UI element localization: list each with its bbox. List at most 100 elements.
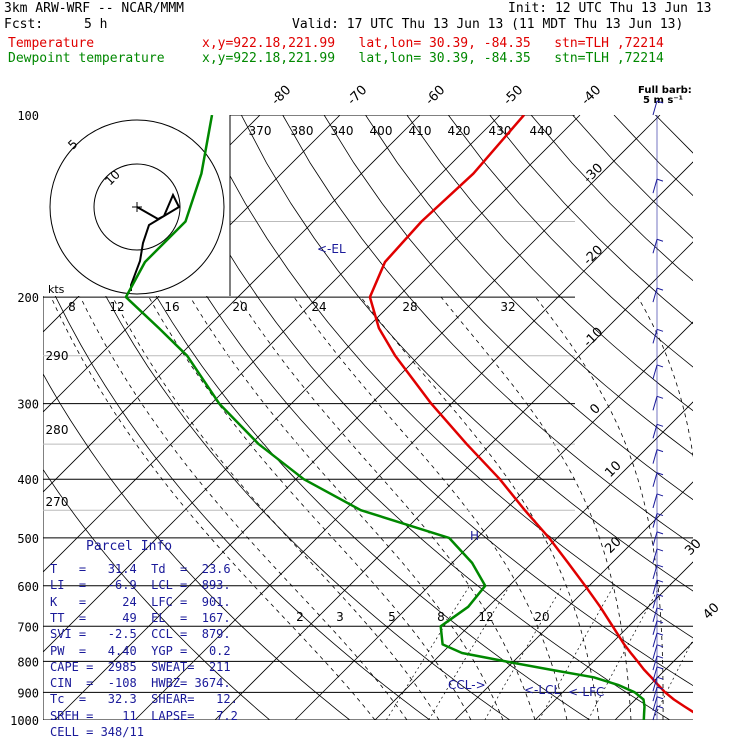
parcel-info-row: CELL = 348/11 — [50, 725, 144, 739]
speed-label: 32 — [500, 300, 515, 314]
mixing-ratio-label: 5 — [388, 610, 396, 624]
speed-label: 20 — [232, 300, 247, 314]
moist-adiabat — [293, 296, 568, 720]
wind-barb-flag — [656, 238, 664, 242]
wind-barb-shaft — [652, 579, 658, 595]
theta-left-label: 270 — [46, 495, 69, 509]
dry-adiabat — [116, 115, 671, 720]
wind-barb — [652, 548, 664, 564]
wind-barb-flag — [656, 364, 664, 368]
pressure-label-700: 700 — [17, 620, 39, 634]
wind-barb-shaft — [652, 531, 658, 546]
legend-dewpoint: Dewpoint temperature — [8, 51, 165, 66]
mixing-ratio-label: 20 — [534, 610, 549, 624]
moist-adiabat — [535, 296, 664, 720]
moist-adiabat — [637, 296, 693, 459]
wind-barb-flag — [656, 676, 664, 680]
parcel-info-row: CIN = -108 HWBZ= 3674. — [50, 676, 231, 691]
dry-adiabat — [697, 115, 740, 720]
wind-barb — [652, 100, 664, 116]
isotherm — [43, 115, 421, 493]
isotherm-label: 10 — [602, 458, 624, 480]
dry-adiabat — [240, 115, 693, 592]
legend-temperature-info: x,y=922.18,221.99 lat,lon= 30.39, -84.35… — [202, 36, 664, 51]
hodo-ring-20 — [49, 119, 225, 295]
wind-barb-shaft — [652, 644, 658, 659]
moist-adiabat — [237, 296, 536, 720]
wind-barb-flag — [656, 531, 664, 535]
wind-barb — [652, 593, 664, 609]
wind-barb — [652, 607, 664, 623]
wind-barb-shaft — [652, 329, 658, 344]
wind-barb — [652, 472, 664, 487]
pressure-label-1000: 1000 — [10, 714, 39, 728]
dry-adiabat — [75, 115, 591, 720]
wind-barb-shaft — [652, 620, 658, 635]
temperature-curve — [368, 115, 693, 714]
wind-barb-shaft — [652, 666, 658, 681]
dry-adiabat — [447, 115, 693, 368]
isotherm — [454, 481, 693, 720]
mixing-ratio-line — [484, 585, 563, 720]
wind-barb-shaft — [652, 696, 658, 711]
wind-barb-flag — [656, 548, 664, 552]
wind-barb-shaft — [652, 239, 658, 254]
mixing-ratio-line — [428, 585, 510, 720]
isotherm-label: -60 — [423, 83, 449, 109]
dry-adiabat — [43, 268, 431, 720]
wind-barb — [652, 632, 664, 648]
theta-label: 440 — [530, 124, 553, 138]
isotherm-label: -10 — [581, 325, 607, 351]
wind-barb-shaft — [652, 677, 658, 692]
el-marker: <-EL — [317, 242, 346, 256]
wind-barb — [652, 287, 664, 303]
theta-left-label: 290 — [46, 349, 69, 363]
wind-barb-flag — [656, 564, 664, 568]
wind-barb-flag — [656, 328, 664, 332]
wind-barb-shaft — [652, 705, 658, 721]
isotherm — [214, 241, 693, 720]
isotherm — [374, 401, 693, 720]
speed-label: 16 — [164, 300, 179, 314]
wind-barb-flag — [656, 666, 664, 670]
wind-barb — [652, 513, 664, 528]
theta-label: 410 — [409, 124, 432, 138]
wind-barb — [652, 493, 664, 509]
wind-barb-shaft — [652, 424, 658, 439]
wind-barb-shaft — [652, 687, 658, 702]
pressure-label-300: 300 — [17, 398, 39, 412]
parcel-info-row: K = 24 LFC = 901. — [50, 594, 231, 609]
wind-barb-shaft — [652, 493, 658, 509]
mixing-ratio-label: 3 — [336, 610, 344, 624]
isotherm — [695, 115, 740, 720]
init-time: Init: 12 UTC Thu 13 Jun 13 — [508, 1, 712, 16]
theta-label: 430 — [489, 124, 512, 138]
wind-barb-flag — [656, 472, 664, 476]
pressure-label-800: 800 — [17, 655, 39, 669]
parcel-info-row: TT = 49 EL = 167. — [50, 610, 231, 625]
theta-label: 420 — [448, 124, 471, 138]
wind-barb-flag — [656, 593, 664, 597]
isotherm-label: 0 — [587, 401, 603, 417]
wind-barb-flag — [656, 696, 664, 700]
wind-barb — [652, 686, 664, 702]
pressure-label-500: 500 — [17, 532, 39, 546]
dry-adiabat — [43, 143, 511, 720]
legend-temperature: Temperature — [8, 36, 95, 51]
wind-barb-shaft — [652, 548, 658, 564]
theta-left-label: 280 — [46, 423, 69, 437]
wind-barb — [652, 531, 664, 546]
dry-adiabat — [282, 115, 693, 546]
wind-barb-flag — [656, 287, 664, 291]
parcel-info-row: Tc = 32.3 SHEAR= 12. — [50, 692, 238, 707]
lcl-marker: <-LCL — [524, 683, 560, 697]
parcel-info-row: LI = -6.9 LCL = 893. — [50, 578, 231, 593]
wind-barb — [652, 620, 664, 635]
isotherm-label: -20 — [581, 243, 607, 269]
barb-key-title: Full barb: — [638, 85, 692, 96]
wind-barb-shaft — [652, 564, 658, 580]
wind-barb — [652, 705, 664, 721]
isotherm-label: -30 — [581, 161, 607, 187]
wind-barb — [652, 696, 664, 711]
wind-barb-flag — [656, 178, 664, 182]
